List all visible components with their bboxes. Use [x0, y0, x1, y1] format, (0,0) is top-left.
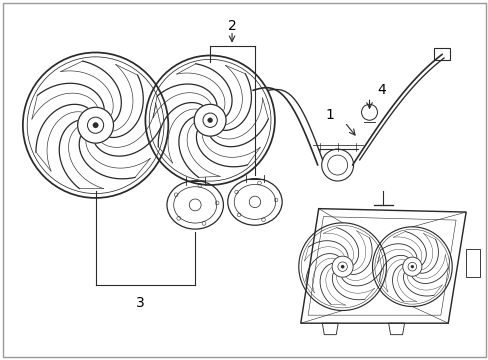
Circle shape	[207, 118, 212, 123]
Text: 2: 2	[227, 19, 236, 33]
Circle shape	[93, 122, 98, 128]
Circle shape	[340, 265, 344, 268]
Text: 3: 3	[136, 296, 144, 310]
Text: 1: 1	[325, 108, 333, 122]
Bar	[433, 48, 449, 60]
Circle shape	[410, 265, 413, 268]
Text: 4: 4	[376, 84, 385, 97]
